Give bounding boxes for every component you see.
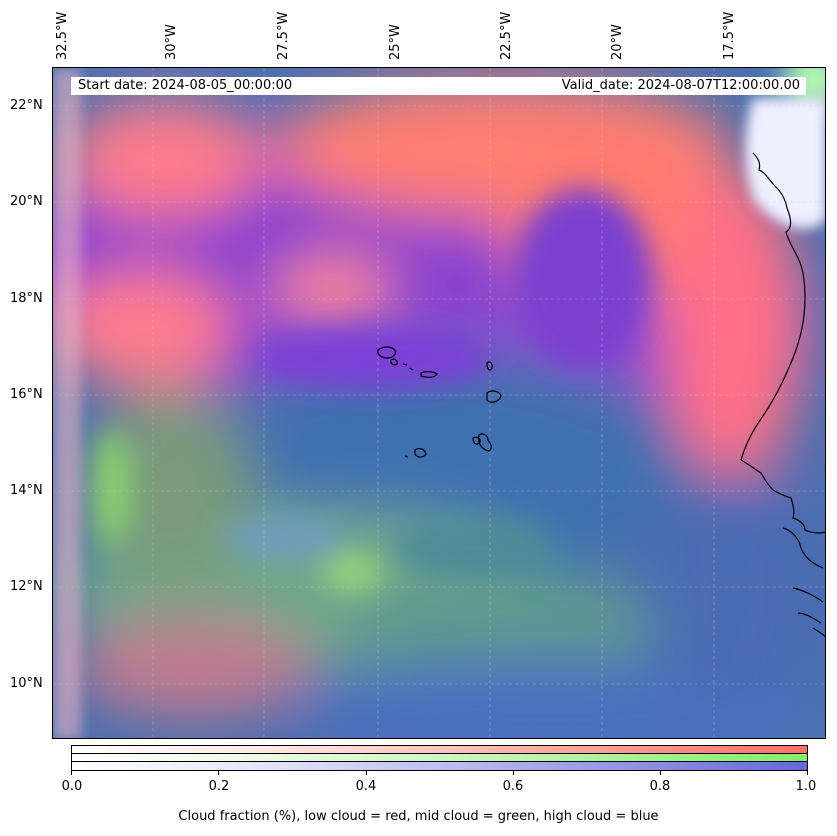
lat-tick-label: 14°N	[10, 483, 43, 498]
colorbar	[71, 745, 808, 771]
colorbar-tick-mark	[807, 771, 808, 775]
graticule	[53, 68, 825, 738]
colorbar-high-cloud	[72, 762, 807, 770]
colorbar-tick-mark	[218, 771, 219, 775]
colorbar-caption: Cloud fraction (%), low cloud = red, mid…	[178, 809, 659, 824]
lat-tick-label: 18°N	[10, 291, 43, 306]
coastline-west-africa	[740, 152, 825, 638]
lon-tick-label: 17.5°W	[722, 11, 737, 60]
cape-verde-islands	[377, 346, 502, 458]
forecast-info-bar: Start date: 2024-08-05_00:00:00 Valid_da…	[71, 77, 806, 95]
lon-tick-label: 32.5°W	[55, 11, 70, 60]
colorbar-tick-mark	[366, 771, 367, 775]
colorbar-tick-label: 0.2	[208, 779, 230, 794]
lat-tick-label: 16°N	[10, 387, 43, 402]
lat-tick-label: 22°N	[10, 98, 43, 113]
colorbar-low-cloud	[72, 746, 807, 754]
colorbar-tick-label: 0.6	[502, 779, 524, 794]
lon-tick-label: 30°W	[164, 24, 179, 60]
cloud-details	[93, 68, 825, 593]
lon-tick-label: 27.5°W	[276, 11, 291, 60]
lat-tick-label: 10°N	[10, 676, 43, 691]
lon-tick-label: 20°W	[610, 24, 625, 60]
colorbar-tick-mark	[71, 771, 72, 775]
map-canvas	[53, 68, 825, 738]
cloud-fraction-map	[52, 67, 826, 739]
colorbar-mid-cloud	[72, 754, 807, 762]
cloud-field	[53, 78, 823, 738]
lat-tick-label: 12°N	[10, 579, 43, 594]
clear-sky-area	[745, 98, 825, 229]
colorbar-tick-mark	[513, 771, 514, 775]
lat-tick-label: 20°N	[10, 194, 43, 209]
colorbar-tick-label: 0.0	[61, 779, 83, 794]
colorbar-tick-label: 1.0	[795, 779, 817, 794]
colorbar-tick-label: 0.8	[649, 779, 671, 794]
start-date-label: Start date: 2024-08-05_00:00:00	[78, 78, 293, 93]
valid-date-label: Valid_date: 2024-08-07T12:00:00.00	[561, 78, 800, 93]
lon-tick-label: 25°W	[388, 24, 403, 60]
colorbar-tick-mark	[660, 771, 661, 775]
lon-tick-label: 22.5°W	[499, 11, 514, 60]
colorbar-tick-label: 0.4	[355, 779, 377, 794]
